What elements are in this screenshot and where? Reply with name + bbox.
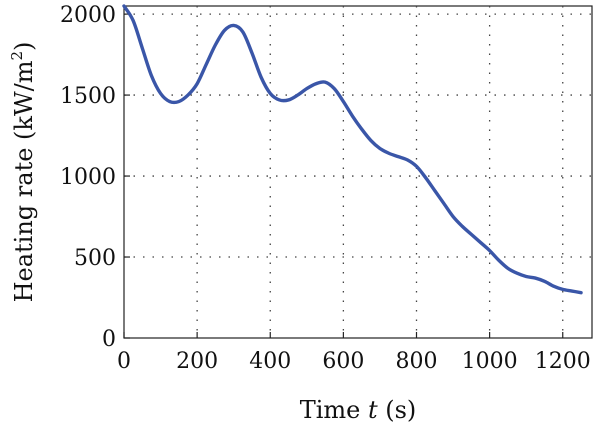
y-axis-ticks: 0 500 1000 1500 2000 — [60, 3, 130, 352]
y-tick-label-0: 0 — [102, 327, 116, 352]
x-axis-label: Time t (s) — [300, 396, 417, 424]
y-axis-label-base: Heating rate (kW/m — [10, 60, 38, 302]
x-axis-ticks: 0 200 400 600 800 1000 1200 — [117, 332, 591, 374]
y-tick-label-1000: 1000 — [60, 165, 116, 190]
plot-area-frame — [123, 5, 593, 339]
x-tick-label-1000: 1000 — [462, 349, 518, 374]
x-tick-label-800: 800 — [396, 349, 438, 374]
x-axis-label-variable: t — [368, 396, 378, 424]
y-tick-label-1500: 1500 — [60, 84, 116, 109]
grid-lines — [124, 6, 592, 338]
x-axis-label-suffix: (s) — [378, 396, 417, 424]
x-tick-label-600: 600 — [322, 349, 364, 374]
x-tick-label-1200: 1200 — [535, 349, 591, 374]
x-axis-label-prefix: Time — [300, 396, 368, 424]
x-tick-label-0: 0 — [117, 349, 131, 374]
x-tick-label-200: 200 — [176, 349, 218, 374]
x-tick-label-400: 400 — [249, 349, 291, 374]
series-line-heating-rate — [122, 4, 583, 295]
y-tick-label-500: 500 — [74, 246, 116, 271]
y-axis-label-close: ) — [10, 42, 38, 51]
y-axis-label: Heating rate (kW/m2) — [8, 42, 38, 303]
y-tick-label-2000: 2000 — [60, 3, 116, 28]
y-axis-label-superscript: 2 — [8, 51, 26, 61]
